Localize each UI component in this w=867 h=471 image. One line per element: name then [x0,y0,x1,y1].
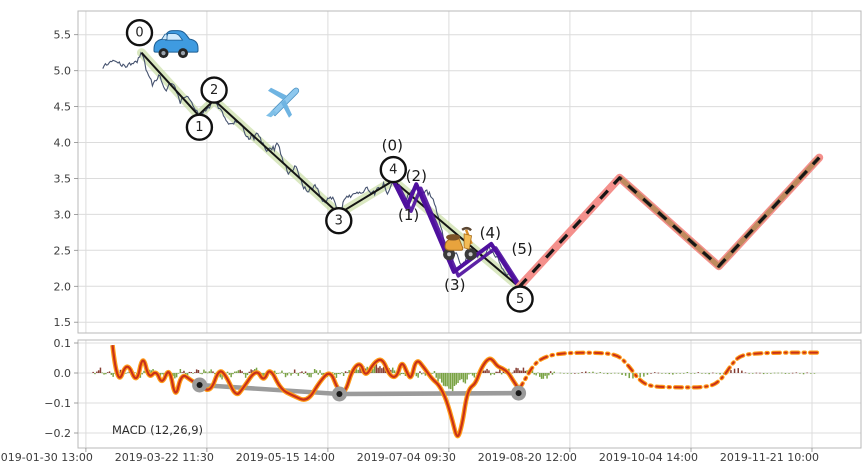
svg-text:4.5: 4.5 [54,101,72,114]
svg-text:2: 2 [210,83,218,98]
svg-text:5: 5 [516,292,524,307]
svg-text:0: 0 [135,26,143,41]
sub-wave-label-0: (0) [382,137,403,155]
axis-labels: 5.5 5.0 4.5 4.0 3.5 3.0 2.5 2.0 1.5 0.1 0.0 −0.1 −0.… [0,29,819,464]
x-tick-label: 2019-08-20 12:00 [478,451,577,464]
gridlines [78,11,861,448]
x-tick-label: 2019-01-30 13:00 [0,451,93,464]
sub-wave-line-2 [396,183,526,292]
wave-circle-4: 4 [379,155,407,184]
divergence-dot [511,385,527,401]
svg-text:3.0: 3.0 [54,208,72,221]
divergence-dot [331,386,347,402]
divergence-dot [192,377,208,393]
svg-text:2.5: 2.5 [54,244,72,257]
impulse-wave-line [140,52,520,288]
panel-border [77,339,862,449]
svg-text:5.0: 5.0 [54,65,72,78]
macd-label: MACD (12,26,9) [112,423,203,437]
macd-line [111,344,521,438]
svg-text:2.0: 2.0 [54,280,72,293]
svg-text:−0.1: −0.1 [44,397,71,410]
svg-text:1.5: 1.5 [54,316,72,329]
airplane-emoji [266,87,300,118]
x-tick-label: 2019-10-04 14:00 [599,451,698,464]
car-emoji [153,30,199,59]
svg-text:4.0: 4.0 [54,137,72,150]
scooter-emoji [443,226,477,261]
svg-text:1: 1 [195,120,203,135]
sub-wave-label-5: (5) [511,240,532,258]
svg-text:0.1: 0.1 [54,337,72,350]
svg-text:0.0: 0.0 [54,367,72,380]
x-tick-label: 2019-11-21 10:00 [720,451,819,464]
wave-circle-2: 2 [200,76,228,104]
svg-text:−0.2: −0.2 [44,427,71,440]
sub-wave-label-4: (4) [480,224,501,242]
wave-circle-1: 1 [185,113,214,141]
panel-border [77,10,862,334]
x-tick-label: 2019-03-22 11:30 [115,451,214,464]
x-tick-label: 2019-07-04 09:30 [357,451,456,464]
svg-text:5.5: 5.5 [54,29,72,42]
sub-wave-label-1: (1) [398,206,419,224]
sub-wave-label-2: (2) [406,167,427,185]
sub-wave-label-3: (3) [444,276,465,294]
svg-text:3: 3 [335,214,343,229]
wave-circle-3: 3 [325,206,353,235]
wave-circle-0: 0 [125,19,154,47]
x-tick-label: 2019-05-15 14:00 [236,451,335,464]
macd-forecast-line [518,351,819,391]
wave-circle-5: 5 [506,285,534,313]
svg-text:4: 4 [389,163,397,178]
svg-text:3.5: 3.5 [54,173,72,186]
